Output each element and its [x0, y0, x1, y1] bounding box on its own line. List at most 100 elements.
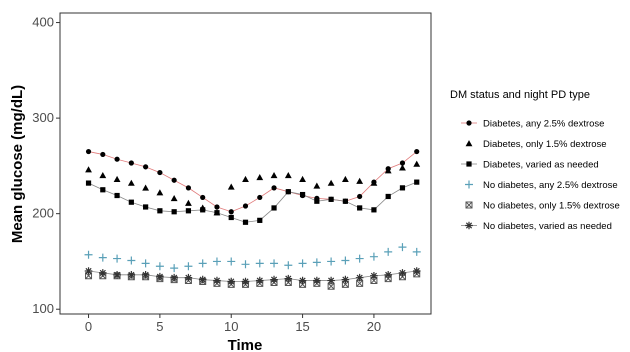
data-point: [285, 189, 291, 195]
data-point: [342, 198, 348, 204]
data-point: [327, 257, 336, 266]
data-point: [141, 259, 150, 268]
data-point: [284, 172, 292, 179]
data-point: [170, 273, 178, 282]
legend-marker: [466, 161, 472, 167]
data-point: [414, 148, 420, 155]
data-point: [141, 271, 150, 279]
data-point: [284, 274, 293, 283]
data-point: [341, 275, 350, 284]
x-axis-title: Time: [228, 337, 263, 352]
data-point: [228, 209, 234, 215]
data-point: [298, 276, 307, 285]
data-point: [255, 259, 264, 268]
data-point: [398, 269, 407, 277]
data-point: [270, 275, 278, 284]
data-point: [113, 175, 121, 182]
data-point: [227, 257, 236, 266]
data-point: [114, 156, 120, 162]
data-point: [369, 252, 378, 261]
data-point: [157, 169, 163, 176]
y-tick-label: 100: [32, 301, 54, 316]
data-point: [142, 184, 150, 191]
data-point: [184, 262, 193, 271]
legend-label: Diabetes, any 2.5% dextrose: [483, 119, 604, 130]
data-point: [127, 271, 136, 279]
data-point: [384, 271, 392, 279]
data-point: [127, 179, 135, 186]
data-point: [270, 259, 279, 268]
data-point: [200, 207, 206, 213]
data-point: [384, 167, 392, 174]
data-point: [299, 191, 306, 198]
y-tick-label: 200: [32, 206, 54, 221]
data-point: [143, 164, 149, 170]
data-point: [113, 271, 121, 279]
data-point: [271, 205, 277, 211]
data-point: [412, 247, 421, 256]
data-point: [128, 199, 134, 205]
data-point: [99, 172, 107, 179]
data-point: [256, 173, 264, 181]
data-point: [371, 207, 377, 213]
data-point: [85, 180, 92, 186]
data-point: [327, 282, 335, 290]
data-point: [413, 160, 421, 167]
data-point: [255, 276, 264, 285]
series-4: [84, 243, 421, 273]
data-point: [355, 254, 364, 263]
data-point: [370, 179, 378, 186]
data-point: [85, 166, 92, 173]
legend-item: No diabetes, any 2.5% dextrose: [465, 180, 618, 191]
data-point: [298, 259, 307, 268]
data-point: [214, 204, 220, 210]
x-tick-label: 20: [367, 319, 381, 334]
legend-marker: [466, 120, 472, 126]
legend-marker: [465, 221, 473, 230]
data-point: [299, 175, 306, 182]
plot-panel: [59, 12, 432, 315]
data-point: [241, 277, 250, 286]
data-point: [313, 182, 321, 189]
data-point: [270, 172, 278, 179]
legend-label: No diabetes, varied as needed: [483, 221, 612, 232]
legend-label: Diabetes, varied as needed: [483, 160, 599, 171]
data-point: [242, 219, 249, 225]
legend-marker: [465, 180, 473, 189]
data-point: [327, 276, 335, 285]
legend-item: Diabetes, any 2.5% dextrose: [461, 119, 604, 130]
data-point: [156, 272, 164, 281]
legend-item: No diabetes, varied as needed: [461, 221, 612, 232]
data-point: [227, 277, 236, 286]
data-point: [327, 179, 335, 186]
data-point: [84, 250, 93, 259]
data-point: [185, 208, 192, 214]
legend-label: Diabetes, only 1.5% dextrose: [483, 139, 607, 150]
y-axis-title: Mean glucose (mg/dL): [9, 85, 26, 243]
legend-title: DM status and night PD type: [450, 89, 590, 101]
legend-item: No diabetes, only 1.5% dextrose: [465, 201, 620, 212]
data-point: [399, 164, 406, 171]
data-point: [241, 260, 250, 269]
legend-label: No diabetes, any 2.5% dextrose: [483, 180, 618, 191]
data-point: [155, 262, 164, 271]
data-point: [170, 264, 179, 273]
data-point: [114, 192, 120, 199]
data-point: [198, 259, 207, 268]
series-2: [85, 160, 421, 216]
data-point: [314, 198, 320, 204]
data-point: [185, 199, 192, 206]
series-3: [85, 179, 420, 225]
y-tick-label: 400: [32, 15, 54, 30]
data-point: [184, 273, 193, 282]
data-point: [127, 256, 136, 265]
data-point: [113, 254, 122, 263]
data-point: [370, 271, 378, 280]
data-point: [185, 185, 192, 191]
data-point: [143, 204, 149, 210]
data-point: [257, 217, 263, 223]
data-point: [357, 205, 363, 211]
data-point: [156, 189, 164, 196]
data-point: [313, 276, 321, 285]
